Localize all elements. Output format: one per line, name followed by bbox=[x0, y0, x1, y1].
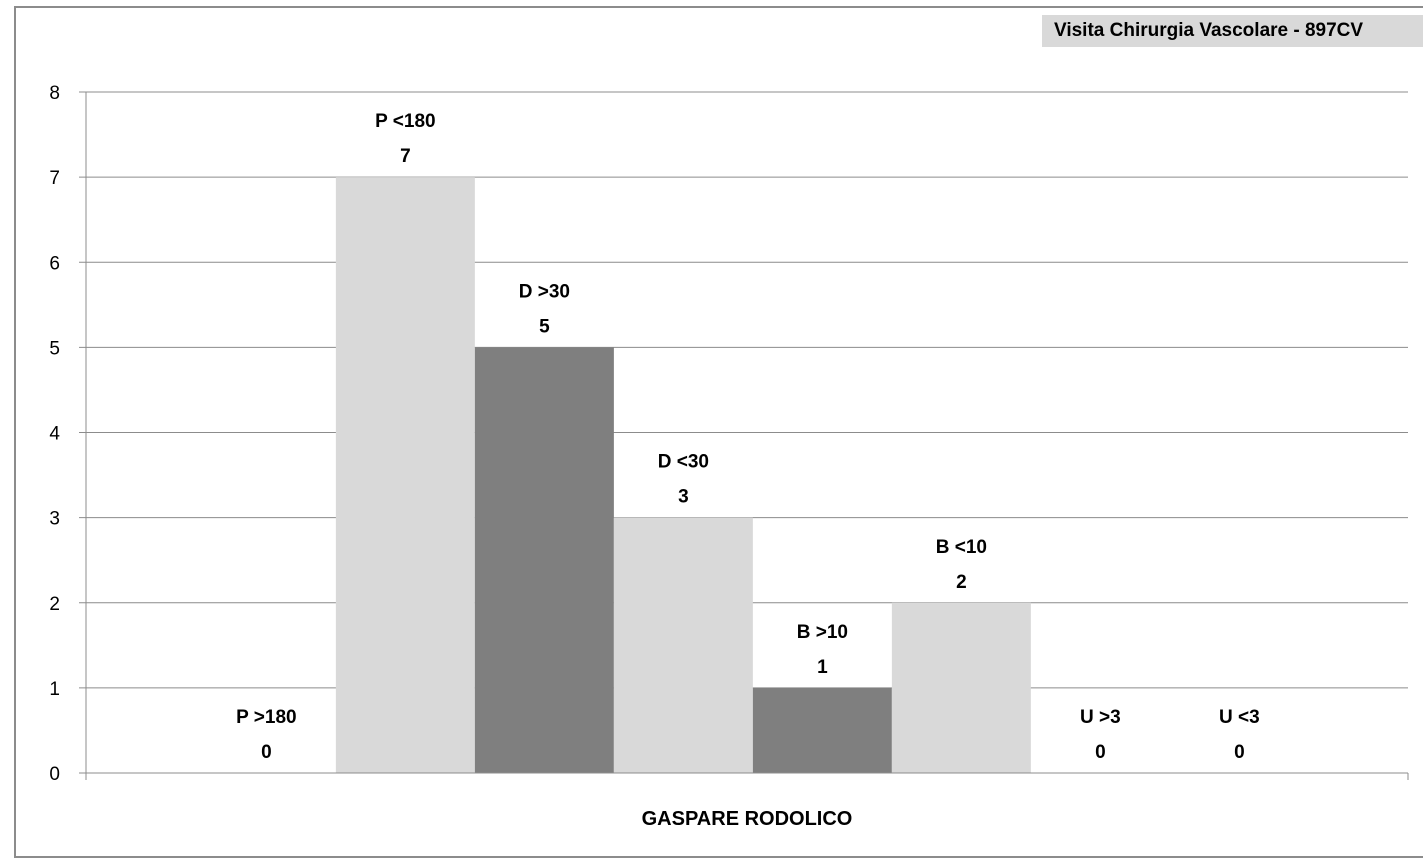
y-tick-label: 6 bbox=[49, 253, 60, 274]
bar-category-label: P >180 bbox=[236, 707, 296, 728]
y-tick-label: 0 bbox=[49, 764, 60, 785]
axes: 0 1 2 3 4 5 6 7 8 bbox=[49, 83, 1409, 785]
bar bbox=[752, 687, 892, 773]
y-tick-label: 3 bbox=[49, 509, 60, 530]
bar-value-label: 7 bbox=[400, 146, 411, 167]
bar bbox=[613, 517, 753, 773]
y-tick-label: 1 bbox=[49, 679, 60, 700]
bar-value-label: 2 bbox=[956, 572, 967, 593]
y-tick-label: 2 bbox=[49, 594, 60, 615]
bar-value-label: 0 bbox=[261, 742, 272, 763]
y-tick-label: 4 bbox=[49, 424, 60, 445]
y-tick-label: 7 bbox=[49, 168, 60, 189]
bar-category-label: D >30 bbox=[519, 281, 570, 302]
bar-category-label: B >10 bbox=[797, 622, 848, 643]
y-tick-label: 8 bbox=[49, 83, 60, 104]
bar-category-label: U <3 bbox=[1219, 707, 1260, 728]
bars bbox=[335, 177, 1031, 773]
bar-value-label: 0 bbox=[1234, 742, 1245, 763]
data-labels: P >180 0 P <180 7 D >30 5 D <30 3 B >10 1 B <10 2 U … bbox=[236, 111, 1260, 763]
y-tick-label: 5 bbox=[49, 338, 60, 359]
bar bbox=[474, 347, 614, 773]
bar bbox=[335, 177, 475, 773]
bar-value-label: 0 bbox=[1095, 742, 1106, 763]
bar-category-label: U >3 bbox=[1080, 707, 1121, 728]
bar bbox=[891, 602, 1031, 773]
chart-title: Visita Chirurgia Vascolare - 897CV bbox=[1042, 15, 1423, 47]
bar-category-label: B <10 bbox=[936, 537, 987, 558]
bar-value-label: 3 bbox=[678, 487, 689, 508]
x-axis-title: GASPARE RODOLICO bbox=[642, 808, 853, 830]
bar-category-label: P <180 bbox=[375, 111, 435, 132]
bar-value-label: 1 bbox=[817, 657, 828, 678]
bar-category-label: D <30 bbox=[658, 452, 709, 473]
bar-value-label: 5 bbox=[539, 316, 550, 337]
